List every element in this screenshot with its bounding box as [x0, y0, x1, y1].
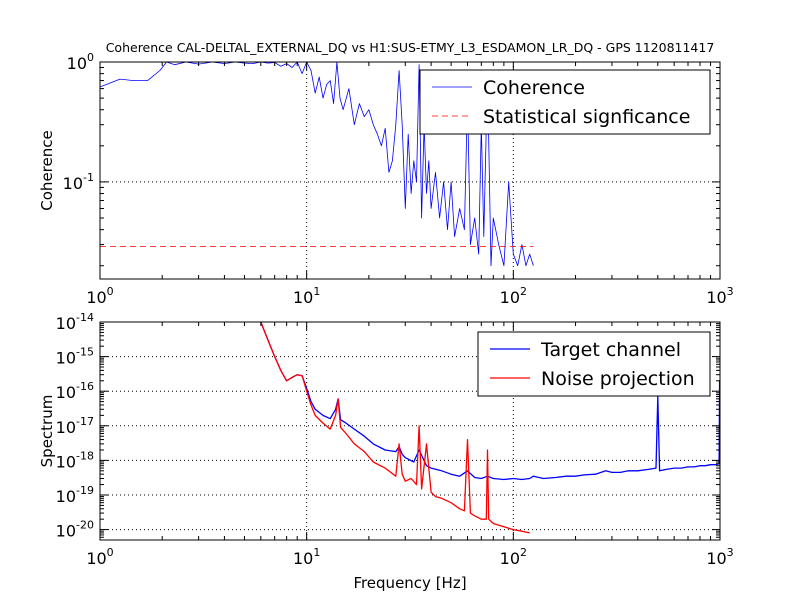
y-tick-label: 10-16: [56, 380, 94, 402]
x-tick-label: 101: [293, 285, 320, 307]
series-line-coherence: [100, 62, 534, 267]
y-tick-label: 10-1: [63, 171, 94, 193]
coherence-ticks: 100 101 102 103 10-1 100: [63, 51, 734, 307]
x-tick-label: 101: [293, 546, 320, 568]
x-tick-label: 100: [86, 285, 113, 307]
spectrum-panel: 100 101 102 103 10-20 10-19 10-18 10-17 10-16 10-…: [38, 311, 734, 568]
x-axis-label: Frequency [Hz]: [353, 574, 466, 592]
y-tick-label: 10-15: [56, 346, 94, 368]
y-tick-label: 10-14: [56, 311, 94, 333]
spectrum-ticks: 100 101 102 103 10-20 10-19 10-18 10-17 10-16 10-…: [56, 311, 734, 568]
coherence-y-axis-label: Coherence: [38, 130, 56, 210]
series-line-target-channel: [260, 322, 720, 481]
coherence-legend: Coherence Statistical signficance: [419, 69, 711, 135]
x-tick-label: 102: [500, 285, 527, 307]
legend-label: Noise projection: [541, 368, 695, 390]
figure-title: Coherence CAL-DELTAL_EXTERNAL_DQ vs H1:S…: [106, 40, 715, 55]
y-tick-label: 10-20: [56, 519, 94, 541]
legend-label: Target channel: [540, 339, 681, 361]
y-tick-label: 100: [67, 51, 94, 73]
y-tick-label: 10-18: [56, 449, 94, 471]
spectrum-y-axis-label: Spectrum: [38, 395, 56, 468]
y-tick-label: 10-19: [56, 484, 94, 506]
x-tick-label: 103: [706, 546, 733, 568]
legend-box: [477, 331, 711, 397]
legend-label: Statistical signficance: [483, 106, 690, 128]
x-tick-label: 102: [500, 546, 527, 568]
legend-label: Coherence: [483, 77, 585, 99]
coherence-axes-frame: [99, 61, 721, 280]
spectrum-legend: Target channel Noise projection: [477, 331, 711, 397]
y-tick-label: 10-17: [56, 415, 94, 437]
spectrum-lines: [260, 322, 720, 534]
x-tick-label: 100: [86, 546, 113, 568]
x-tick-label: 103: [706, 285, 733, 307]
series-line-noise-projection: [260, 322, 530, 534]
coherence-lines: [100, 62, 534, 267]
coherence-panel: 100 101 102 103 10-1 100 Coherence Coherence S…: [38, 51, 734, 307]
legend-box: [419, 69, 711, 135]
